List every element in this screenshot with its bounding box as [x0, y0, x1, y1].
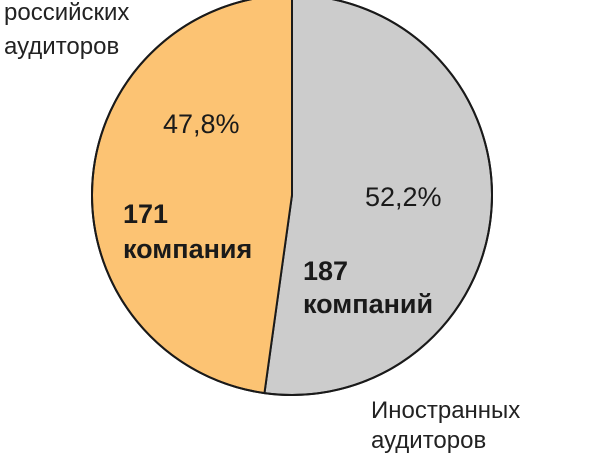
slice-count-foreign-text: компаний	[303, 289, 433, 319]
slice-count-foreign-number: 187	[303, 256, 348, 286]
slice-label-russian-line1: российских	[4, 0, 129, 26]
pie-outline	[91, 0, 493, 396]
slice-label-russian-line2: аудиторов	[4, 33, 119, 60]
pie-slice-russian	[91, 0, 293, 395]
slice-count-russian-text: компания	[123, 234, 252, 264]
slice-label-foreign-line2: аудиторов	[371, 427, 486, 454]
slice-label-foreign-line1: Иностранных	[371, 397, 520, 424]
slice-value-russian: 47,8%	[163, 109, 240, 139]
slice-value-foreign: 52,2%	[365, 182, 442, 212]
slice-count-russian-number: 171	[123, 199, 168, 229]
